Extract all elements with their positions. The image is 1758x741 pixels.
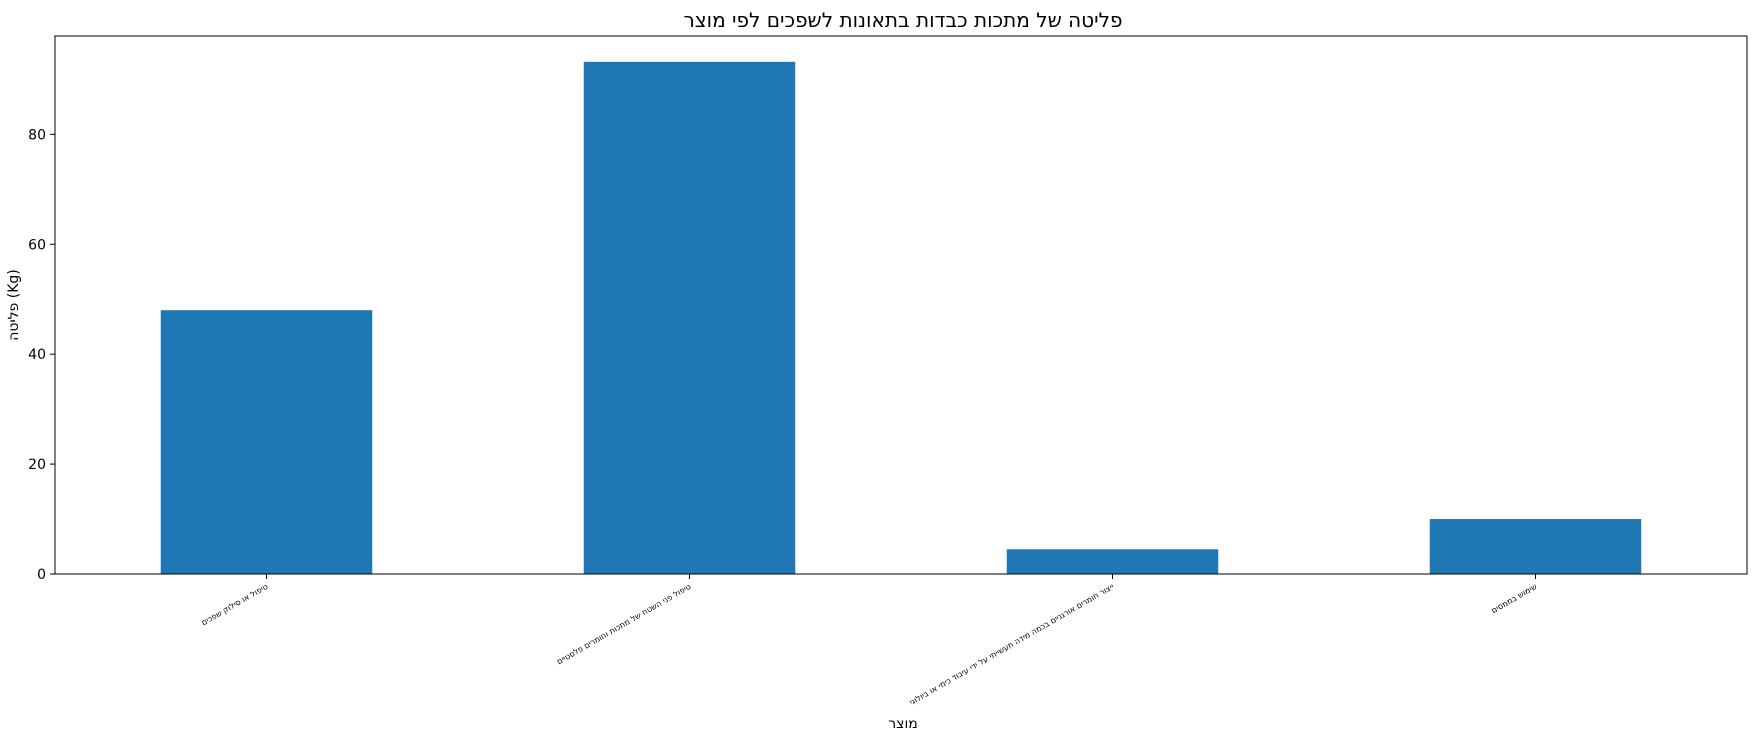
bars-group — [160, 61, 1642, 575]
x-axis-label: מוצר — [888, 716, 918, 732]
y-tick-label: 60 — [28, 237, 46, 253]
y-tick-label: 40 — [28, 347, 46, 363]
chart-title: פליטה של מתכות כבדות בתאונות לשפכים לפי … — [684, 8, 1123, 32]
y-tick-label: 80 — [28, 127, 46, 143]
y-axis-label: פליטה (Kg) — [6, 269, 22, 341]
plot-frame — [54, 35, 1748, 575]
bar-1 — [160, 310, 373, 574]
x-tick-label: ייצור חומרים אורגניים בכמה מידה תעשייתי … — [908, 582, 1116, 707]
bar-3 — [1006, 549, 1219, 574]
x-tick-label: טיפול פני השטח של מתכות וחומרים פלסטיים — [555, 582, 692, 666]
x-tick-label: טיפול או סילוק שפכים — [200, 582, 270, 627]
y-tick-label: 20 — [28, 457, 46, 473]
y-tick-label: 0 — [37, 567, 46, 583]
y-axis: 0 20 40 60 80 — [28, 127, 55, 583]
x-tick-label: שימוש בממסים — [1490, 582, 1539, 615]
x-axis: טיפול או סילוק שפכים טיפול פני השטח של מת… — [200, 574, 1539, 707]
bar-4 — [1429, 519, 1642, 574]
bar-2 — [583, 61, 796, 575]
